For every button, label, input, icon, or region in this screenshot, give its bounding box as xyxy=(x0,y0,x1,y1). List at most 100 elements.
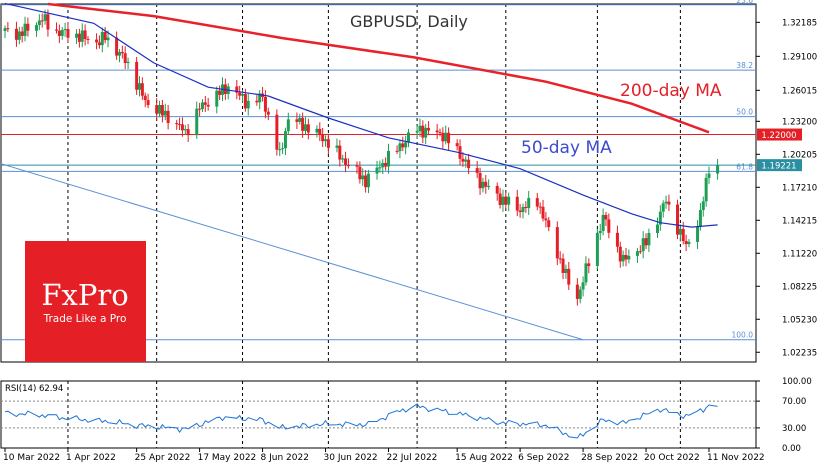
resistance-price-tag xyxy=(757,128,802,141)
candle-body xyxy=(123,53,127,63)
candle-body xyxy=(658,211,662,225)
x-tick-label: 1 Apr 2022 xyxy=(66,453,116,463)
rsi-panel: 100.00 70.00 30.00 0.00 RSI(14) 62.94 xyxy=(1,377,812,454)
rsi-tick-label: 70.00 xyxy=(782,397,806,407)
candle-body xyxy=(581,282,585,290)
candle-body xyxy=(77,33,81,42)
y-tick-label: 1.29100 xyxy=(782,52,817,62)
candle-body xyxy=(381,162,385,168)
candle-body xyxy=(404,142,408,148)
candle-body xyxy=(283,131,287,149)
candle-body xyxy=(501,196,505,205)
candle-body xyxy=(521,206,525,213)
y-tick-label: 1.32185 xyxy=(782,18,817,28)
y-tick-label: 1.05230 xyxy=(782,315,817,325)
candle-body xyxy=(398,143,402,152)
candle-body xyxy=(344,158,348,166)
candle-body xyxy=(143,95,147,101)
candle-body xyxy=(206,104,210,107)
candle-body xyxy=(3,28,7,31)
x-tick-label: 30 Jun 2022 xyxy=(324,453,378,463)
x-tick-label: 28 Sep 2022 xyxy=(581,453,638,463)
trendline xyxy=(0,162,584,341)
candle-body xyxy=(46,14,50,30)
chart-title: GBPUSD, Daily xyxy=(350,12,468,31)
candle-body xyxy=(138,83,142,90)
x-tick-label: 8 Jun 2022 xyxy=(261,453,309,463)
candle-body xyxy=(361,175,365,180)
rsi-title: RSI(14) 62.94 xyxy=(5,384,63,394)
candle-body xyxy=(278,149,282,151)
candle-body xyxy=(135,61,139,90)
candle-body xyxy=(37,20,41,26)
price-panel-labels: 1.32185 1.29100 1.26015 1.23200 1.20205 1.172… xyxy=(350,12,817,358)
candle-body xyxy=(555,227,559,259)
candle-body xyxy=(97,42,101,46)
candle-body xyxy=(321,134,325,142)
candle-body xyxy=(538,206,542,208)
candle-body xyxy=(263,96,267,112)
candle-body xyxy=(604,214,608,220)
candle-body xyxy=(140,83,144,96)
candle-body xyxy=(421,125,425,138)
candle-body xyxy=(158,104,162,114)
y-tick-label: 1.20205 xyxy=(782,150,817,160)
x-tick-label: 6 Sep 2022 xyxy=(518,453,569,463)
candle-body xyxy=(34,25,38,31)
candle-body xyxy=(504,196,508,205)
candle-body xyxy=(461,158,465,162)
candle-body xyxy=(166,110,170,124)
candle-body xyxy=(467,159,471,169)
ma-50-label: 50-day MA xyxy=(521,138,612,158)
candle-body xyxy=(444,132,448,142)
candle-body xyxy=(535,198,539,207)
candle-body xyxy=(63,29,67,31)
ma-200-line xyxy=(47,2,710,134)
resistance-price-label: 1.22000 xyxy=(761,131,796,141)
candle-body xyxy=(438,132,442,134)
candle-body xyxy=(621,254,625,262)
candle-body xyxy=(655,224,659,233)
candle-body xyxy=(541,206,545,219)
candle-body xyxy=(401,143,405,148)
candle-body xyxy=(358,166,362,180)
fib-level-label: 50.0 xyxy=(736,108,753,117)
candle-body xyxy=(427,127,431,131)
candle-body xyxy=(180,124,184,131)
candle-body xyxy=(395,150,399,152)
candle-body xyxy=(378,167,382,169)
candle-body xyxy=(14,28,18,40)
candle-body xyxy=(386,150,390,167)
y-tick-label: 1.02235 xyxy=(782,348,817,358)
candle-body xyxy=(447,132,451,144)
y-tick-label: 1.08225 xyxy=(782,282,817,292)
candle-body xyxy=(464,159,468,162)
candlestick-series xyxy=(3,9,720,306)
candle-body xyxy=(298,117,302,122)
candle-body xyxy=(218,90,222,95)
candle-body xyxy=(115,37,119,56)
candle-body xyxy=(117,51,121,56)
candle-body xyxy=(324,139,328,142)
price-panel-grid xyxy=(0,3,757,449)
candle-body xyxy=(295,119,299,122)
candle-body xyxy=(627,255,631,260)
candle-body xyxy=(424,127,428,138)
candle-body xyxy=(696,226,700,242)
candle-body xyxy=(638,251,642,253)
y-tick-label: 1.11220 xyxy=(782,249,817,259)
candle-body xyxy=(561,258,565,273)
candle-body xyxy=(495,185,499,194)
candle-body xyxy=(200,102,204,110)
rsi-tick-label: 0.00 xyxy=(782,444,801,454)
candle-body xyxy=(178,124,182,126)
candle-body xyxy=(595,233,599,267)
candle-body xyxy=(175,123,179,125)
candle-body xyxy=(258,93,262,103)
support-trendline xyxy=(0,162,584,341)
candle-body xyxy=(120,51,124,54)
candle-body xyxy=(584,263,588,283)
candle-body xyxy=(338,145,342,160)
